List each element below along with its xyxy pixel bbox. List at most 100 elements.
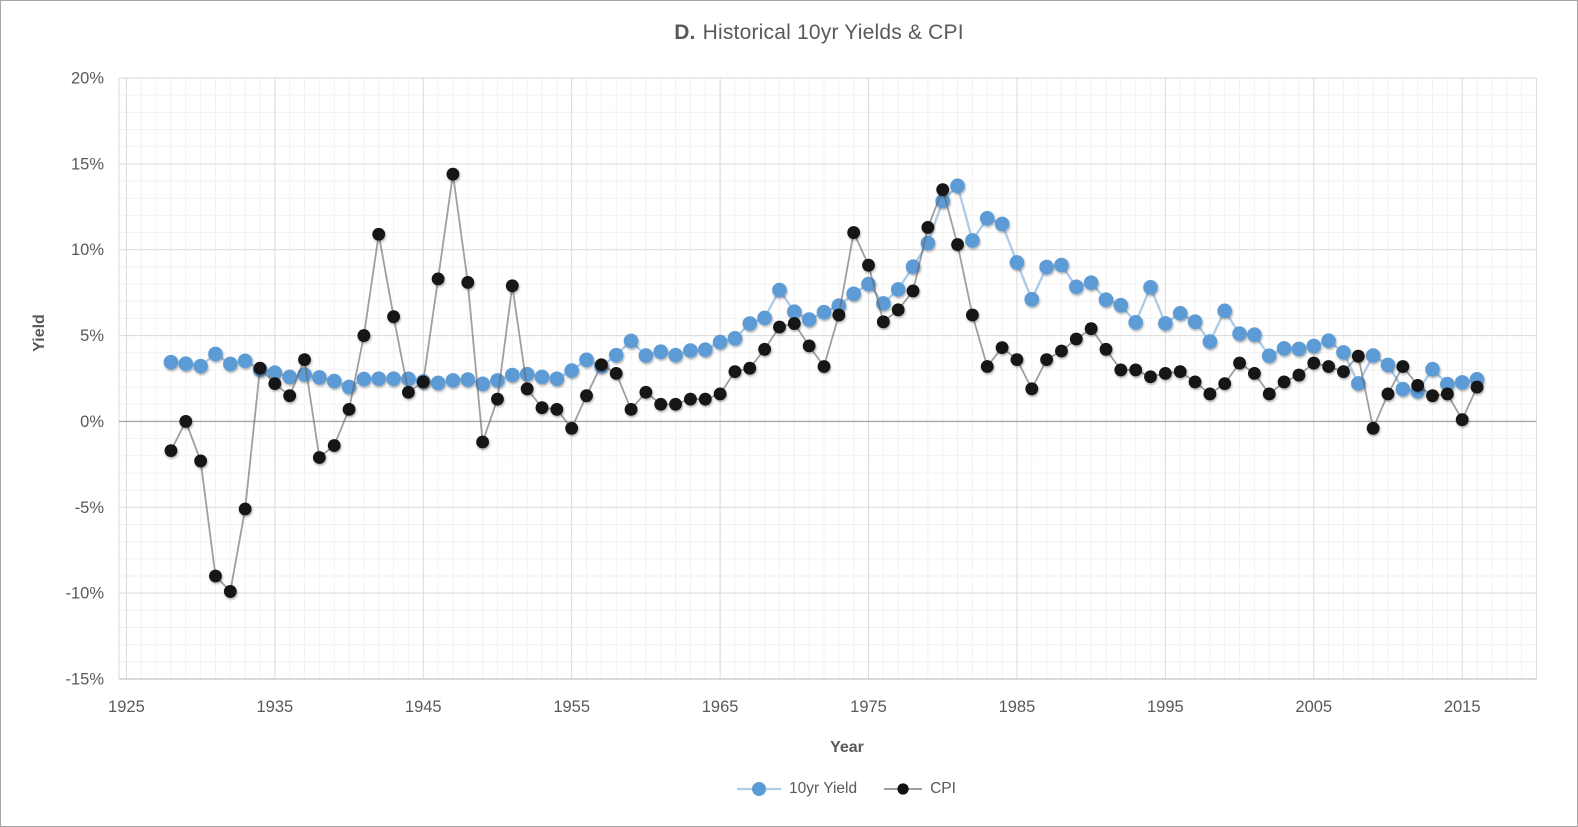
data-point-cpi[interactable] bbox=[906, 284, 920, 298]
data-point-cpi[interactable] bbox=[342, 403, 356, 416]
data-point-cpi[interactable] bbox=[491, 392, 504, 406]
data-point-cpi[interactable] bbox=[1426, 389, 1439, 403]
data-point-cpi[interactable] bbox=[684, 392, 697, 406]
data-point-cpi[interactable] bbox=[1411, 378, 1425, 392]
data-point-10yr-yield[interactable] bbox=[950, 178, 965, 194]
data-point-10yr-yield[interactable] bbox=[1172, 305, 1188, 321]
data-point-10yr-yield[interactable] bbox=[1098, 292, 1114, 307]
data-point-10yr-yield[interactable] bbox=[1365, 348, 1381, 363]
data-point-10yr-yield[interactable] bbox=[460, 372, 476, 387]
data-point-10yr-yield[interactable] bbox=[846, 286, 861, 302]
data-point-10yr-yield[interactable] bbox=[549, 371, 565, 387]
data-point-cpi[interactable] bbox=[580, 389, 593, 403]
data-point-10yr-yield[interactable] bbox=[178, 356, 194, 372]
data-point-cpi[interactable] bbox=[164, 444, 178, 458]
data-point-10yr-yield[interactable] bbox=[1024, 292, 1040, 307]
data-point-10yr-yield[interactable] bbox=[816, 304, 832, 320]
data-point-cpi[interactable] bbox=[1307, 356, 1321, 370]
data-point-10yr-yield[interactable] bbox=[1202, 334, 1218, 349]
data-point-10yr-yield[interactable] bbox=[193, 358, 208, 374]
data-point-cpi[interactable] bbox=[594, 358, 608, 372]
data-point-10yr-yield[interactable] bbox=[371, 371, 387, 386]
data-point-10yr-yield[interactable] bbox=[430, 375, 446, 391]
data-point-cpi[interactable] bbox=[298, 353, 311, 367]
data-point-10yr-yield[interactable] bbox=[712, 334, 728, 350]
data-point-cpi[interactable] bbox=[179, 415, 193, 428]
data-point-cpi[interactable] bbox=[773, 320, 786, 334]
data-point-cpi[interactable] bbox=[891, 303, 905, 317]
data-point-10yr-yield[interactable] bbox=[505, 367, 520, 383]
data-point-10yr-yield[interactable] bbox=[1217, 303, 1233, 319]
data-point-10yr-yield[interactable] bbox=[237, 353, 253, 369]
data-point-cpi[interactable] bbox=[253, 361, 267, 375]
data-point-cpi[interactable] bbox=[787, 317, 801, 330]
data-point-cpi[interactable] bbox=[387, 310, 400, 324]
data-point-cpi[interactable] bbox=[876, 315, 890, 329]
data-point-10yr-yield[interactable] bbox=[742, 316, 758, 331]
legend-item-10yr-yield[interactable]: 10yr Yield bbox=[736, 780, 857, 798]
data-point-10yr-yield[interactable] bbox=[608, 347, 624, 363]
data-point-cpi[interactable] bbox=[654, 397, 668, 411]
data-point-cpi[interactable] bbox=[461, 275, 475, 289]
data-point-cpi[interactable] bbox=[476, 435, 490, 449]
data-point-cpi[interactable] bbox=[209, 569, 222, 583]
data-point-10yr-yield[interactable] bbox=[1291, 341, 1307, 357]
data-point-10yr-yield[interactable] bbox=[1440, 376, 1455, 392]
data-point-cpi[interactable] bbox=[1055, 344, 1068, 358]
data-point-10yr-yield[interactable] bbox=[312, 370, 327, 385]
data-point-10yr-yield[interactable] bbox=[1380, 357, 1396, 373]
data-point-10yr-yield[interactable] bbox=[979, 210, 995, 226]
data-point-10yr-yield[interactable] bbox=[1009, 255, 1025, 270]
data-point-10yr-yield[interactable] bbox=[386, 371, 401, 386]
data-point-10yr-yield[interactable] bbox=[801, 312, 817, 327]
data-point-cpi[interactable] bbox=[1129, 363, 1143, 377]
data-point-cpi[interactable] bbox=[1440, 387, 1454, 401]
data-point-cpi[interactable] bbox=[639, 385, 653, 399]
data-point-10yr-yield[interactable] bbox=[1054, 257, 1069, 273]
data-point-10yr-yield[interactable] bbox=[1321, 333, 1336, 349]
data-point-10yr-yield[interactable] bbox=[668, 347, 683, 363]
data-point-cpi[interactable] bbox=[1248, 366, 1261, 380]
data-point-cpi[interactable] bbox=[758, 342, 772, 356]
data-point-10yr-yield[interactable] bbox=[653, 344, 669, 360]
data-point-cpi[interactable] bbox=[1381, 387, 1395, 401]
data-point-cpi[interactable] bbox=[283, 389, 297, 403]
data-point-cpi[interactable] bbox=[1025, 382, 1039, 396]
data-point-cpi[interactable] bbox=[535, 401, 549, 415]
data-point-10yr-yield[interactable] bbox=[697, 342, 713, 357]
series-markers-cpi[interactable] bbox=[164, 167, 1484, 598]
data-point-10yr-yield[interactable] bbox=[994, 216, 1010, 232]
data-point-cpi[interactable] bbox=[1366, 421, 1380, 435]
data-point-cpi[interactable] bbox=[416, 375, 430, 389]
data-point-cpi[interactable] bbox=[1114, 363, 1128, 377]
data-point-10yr-yield[interactable] bbox=[326, 373, 342, 389]
data-point-10yr-yield[interactable] bbox=[579, 352, 594, 368]
data-point-cpi[interactable] bbox=[1262, 387, 1276, 401]
data-point-cpi[interactable] bbox=[1188, 375, 1202, 389]
data-point-cpi[interactable] bbox=[372, 227, 386, 241]
data-point-cpi[interactable] bbox=[980, 360, 994, 373]
data-point-cpi[interactable] bbox=[609, 366, 623, 380]
data-point-cpi[interactable] bbox=[1144, 370, 1157, 384]
data-point-10yr-yield[interactable] bbox=[638, 348, 654, 363]
data-point-cpi[interactable] bbox=[223, 585, 237, 598]
data-point-10yr-yield[interactable] bbox=[623, 333, 639, 349]
data-point-cpi[interactable] bbox=[966, 308, 979, 322]
data-point-cpi[interactable] bbox=[921, 220, 935, 234]
data-point-cpi[interactable] bbox=[1292, 368, 1306, 382]
data-point-10yr-yield[interactable] bbox=[519, 366, 535, 382]
data-point-10yr-yield[interactable] bbox=[1247, 327, 1262, 343]
data-point-10yr-yield[interactable] bbox=[772, 282, 787, 298]
data-point-cpi[interactable] bbox=[446, 167, 460, 181]
data-point-cpi[interactable] bbox=[1069, 332, 1083, 346]
data-point-10yr-yield[interactable] bbox=[475, 376, 490, 392]
data-point-cpi[interactable] bbox=[550, 403, 564, 416]
data-point-10yr-yield[interactable] bbox=[905, 259, 921, 275]
data-point-10yr-yield[interactable] bbox=[1158, 316, 1173, 331]
data-point-10yr-yield[interactable] bbox=[1261, 348, 1277, 364]
data-point-10yr-yield[interactable] bbox=[727, 331, 743, 346]
data-point-10yr-yield[interactable] bbox=[564, 363, 579, 378]
data-point-10yr-yield[interactable] bbox=[1454, 375, 1470, 390]
data-point-cpi[interactable] bbox=[1351, 349, 1365, 363]
data-point-cpi[interactable] bbox=[520, 382, 534, 396]
